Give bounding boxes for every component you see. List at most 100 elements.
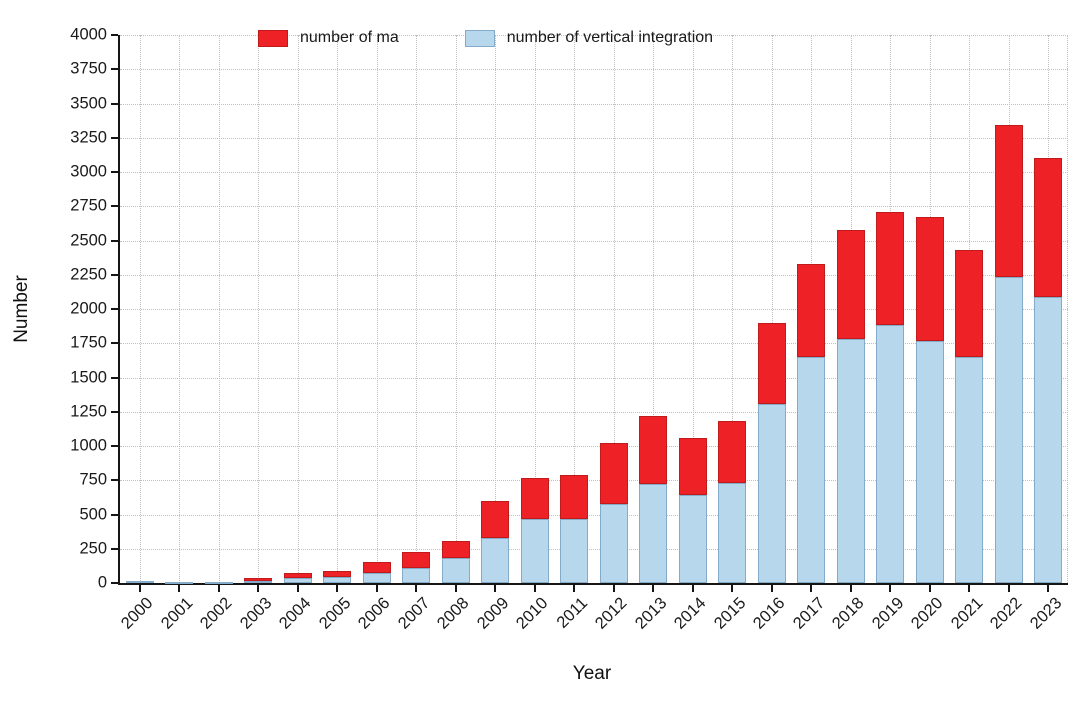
x-tick-label: 2006 [354, 594, 394, 633]
x-tick-label: 2011 [553, 594, 591, 632]
x-tick-label: 2022 [986, 594, 1026, 633]
x-tick-mark [375, 585, 378, 592]
y-tick-mark [111, 376, 118, 379]
x-tick-label: 2019 [868, 594, 907, 633]
bar-segment [560, 519, 589, 583]
x-tick-label: 2017 [789, 594, 828, 633]
gridline-vertical [732, 35, 734, 583]
gridline-vertical [337, 35, 339, 583]
x-tick-label: 2012 [591, 594, 631, 633]
gridline-vertical [218, 35, 220, 583]
bar-segment [994, 277, 1023, 583]
y-tick-label: 2750 [70, 196, 107, 215]
x-tick-label: 2004 [275, 594, 315, 633]
legend-item-ma: number of ma [258, 29, 399, 47]
y-tick-label: 3250 [70, 128, 107, 147]
y-tick-label: 750 [79, 470, 107, 489]
bar-segment [718, 482, 747, 583]
bar-segment [362, 573, 391, 583]
y-tick-label: 3000 [70, 162, 107, 181]
y-tick-label: 4000 [70, 25, 107, 44]
gridline-horizontal [120, 548, 1068, 550]
x-tick-label: 2020 [907, 594, 947, 633]
x-tick-label: 2014 [670, 594, 710, 633]
y-tick-mark [111, 102, 118, 105]
gridline-horizontal [120, 35, 1068, 36]
y-tick-label: 1250 [70, 402, 107, 421]
x-tick-mark [1047, 585, 1050, 592]
x-axis-title: Year [572, 663, 612, 684]
x-tick-label: 2023 [1026, 594, 1065, 633]
x-tick-label: 2018 [828, 594, 868, 633]
gridline-vertical [297, 35, 299, 583]
bar-segment [520, 477, 549, 519]
x-tick-mark [691, 585, 694, 592]
plot-area: 0 250 500 750 1000 1250 1500 1750 2000 2250 2500 27… [70, 26, 1068, 633]
y-tick-label: 500 [79, 505, 107, 523]
y-tick-mark [111, 582, 118, 584]
gridline-horizontal [120, 103, 1068, 105]
x-tick-label: 2001 [157, 594, 196, 633]
x-tick-label: 2008 [433, 594, 473, 633]
y-axis-title: Number [11, 275, 32, 343]
bar-segment [678, 437, 707, 496]
x-tick-label: 2000 [117, 594, 157, 633]
bar-segment [481, 500, 510, 538]
y-tick-mark [111, 205, 118, 208]
bar-segment [955, 250, 984, 357]
bar-segment [599, 442, 628, 504]
y-tick-mark [111, 410, 118, 413]
y-tick-mark [111, 68, 118, 71]
y-tick-mark [111, 34, 118, 36]
gridline-horizontal [120, 343, 1068, 345]
y-tick-mark [111, 171, 118, 173]
bar-segment [323, 576, 352, 583]
gridline-horizontal [120, 480, 1068, 482]
legend-swatch-ma-icon [258, 29, 288, 47]
bar-segment [204, 581, 233, 584]
x-tick-mark [336, 585, 339, 592]
y-tick-mark [111, 239, 118, 242]
gridline-horizontal [120, 274, 1068, 276]
x-tick-label: 2003 [236, 594, 275, 633]
bar-segment [876, 325, 905, 583]
chart-legend: number of ma number of vertical integrat… [258, 29, 713, 47]
x-tick-label: 2009 [473, 594, 512, 633]
bar-segment [283, 578, 312, 583]
bar-segment [797, 356, 826, 583]
x-tick-mark [652, 585, 655, 592]
bar-segment [955, 356, 984, 583]
gridline-horizontal [120, 137, 1068, 139]
x-tick-mark [217, 585, 220, 592]
bar-segment [244, 578, 273, 581]
gridline-horizontal [120, 446, 1068, 447]
gridline-horizontal [120, 514, 1068, 516]
bar-segment [915, 216, 944, 341]
gridline-horizontal [120, 377, 1068, 379]
x-tick-label: 2010 [512, 594, 552, 633]
x-tick-mark [296, 585, 299, 592]
x-tick-label: 2005 [315, 594, 354, 633]
y-tick-mark [111, 308, 118, 310]
x-tick-mark [257, 585, 260, 592]
y-tick-label: 0 [97, 573, 107, 592]
x-tick-mark [573, 585, 576, 592]
bar-segment [639, 484, 668, 583]
bar-segment [836, 339, 865, 583]
x-tick-mark [454, 585, 457, 592]
bar-segment [125, 581, 154, 584]
gridline-vertical [416, 35, 418, 583]
bar-segment [1034, 296, 1063, 583]
gridline-horizontal [120, 309, 1068, 310]
x-tick-mark [494, 585, 497, 592]
gridline-vertical [1067, 35, 1068, 583]
x-tick-mark [968, 585, 971, 592]
x-tick-label: 2007 [394, 594, 433, 633]
y-tick-mark [111, 479, 118, 482]
y-tick-label: 1500 [70, 368, 107, 386]
bar-segment [441, 557, 470, 583]
y-tick-label: 2250 [70, 265, 107, 284]
x-tick-mark [612, 585, 615, 592]
x-tick-mark [810, 585, 813, 592]
